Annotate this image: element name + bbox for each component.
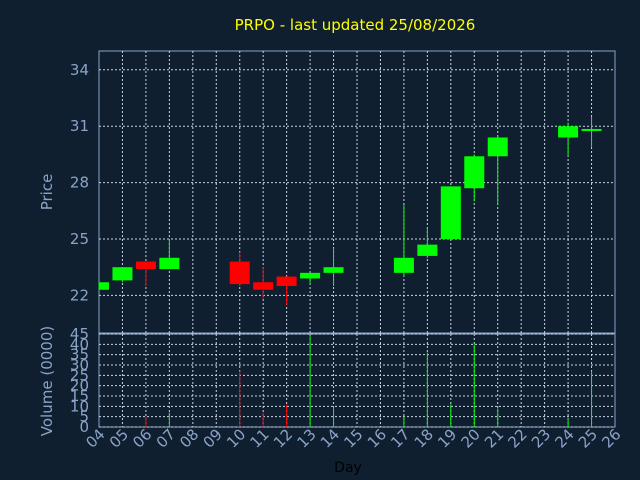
candle-body	[276, 276, 297, 286]
volume-y-tick-label: 45	[70, 325, 89, 343]
price-y-tick-label: 34	[70, 61, 89, 79]
volume-y-tick-label: 35	[70, 346, 89, 364]
candle-body	[323, 267, 344, 273]
price-y-tick-labels: 22 25 28 31 34	[70, 61, 89, 305]
volume-y-tick-label: 0	[79, 418, 89, 436]
x-axis-label: Day	[334, 460, 362, 476]
x-tick-label: 14	[317, 425, 343, 451]
volume-axis-label: Volume (0000)	[38, 326, 56, 436]
x-tick-label: 19	[434, 425, 460, 451]
x-tick-label: 08	[176, 425, 202, 451]
candle-body	[464, 156, 485, 189]
price-y-tick-label: 25	[70, 230, 89, 248]
candle-body	[300, 272, 321, 279]
candle-day-12	[276, 276, 297, 305]
candle-body	[393, 257, 414, 273]
candle-day-10	[229, 252, 250, 286]
price-y-tick-label: 31	[70, 117, 89, 135]
x-tick-label: 25	[575, 425, 601, 451]
candle-day-20	[464, 154, 485, 202]
volume-y-tick-label: 20	[70, 377, 89, 395]
volume-y-tick-label: 25	[70, 366, 89, 384]
volume-y-tick-label: 10	[70, 397, 89, 415]
candle-day-11	[253, 267, 274, 300]
x-tick-labels: 0405060708091011121314151617181920212223…	[82, 425, 624, 451]
candle-day-7	[159, 239, 180, 270]
volume-y-tick-label: 40	[70, 335, 89, 353]
candle-day-24	[558, 122, 579, 157]
chart-title: PRPO - last updated 25/08/2026	[235, 16, 476, 34]
price-grid	[99, 51, 615, 333]
candles	[98, 116, 602, 305]
x-tick-label: 18	[411, 425, 437, 451]
x-tick-label: 24	[551, 425, 577, 451]
x-tick-label: 11	[247, 425, 273, 451]
candle-day-14	[323, 248, 344, 286]
price-axis-label: Price	[38, 174, 56, 211]
price-y-tick-label: 28	[70, 174, 89, 192]
candle-day-6	[135, 261, 156, 286]
candle-body	[487, 137, 508, 157]
x-tick-label: 26	[598, 425, 624, 451]
candle-body	[229, 261, 250, 285]
volume-grid	[99, 333, 615, 428]
x-tick-label: 16	[364, 425, 390, 451]
candle-day-18	[417, 227, 438, 258]
volume-bars	[145, 336, 593, 427]
candle-body	[135, 261, 156, 270]
candle-body	[417, 244, 438, 256]
candle-day-13	[300, 272, 321, 285]
x-tick-label: 20	[458, 425, 484, 451]
x-tick-label: 22	[505, 425, 531, 451]
candle-body	[159, 257, 180, 270]
candle-day-19	[440, 186, 461, 239]
x-tick-label: 13	[293, 425, 319, 451]
candle-body	[112, 267, 133, 281]
candle-body	[253, 282, 274, 290]
volume-y-tick-label: 30	[70, 356, 89, 374]
candle-body	[99, 282, 109, 290]
x-tick-label: 09	[200, 425, 226, 451]
x-tick-label: 23	[528, 425, 554, 451]
x-tick-label: 06	[129, 425, 155, 451]
x-tick-label: 21	[481, 425, 507, 451]
candle-day-17	[393, 205, 414, 277]
volume-y-tick-label: 15	[70, 387, 89, 405]
x-tick-label: 10	[223, 425, 249, 451]
candle-day-5	[112, 267, 133, 283]
candle-body	[581, 128, 602, 131]
x-tick-label: 05	[106, 425, 132, 451]
x-tick-label: 12	[270, 425, 296, 451]
x-tick-label: 17	[387, 425, 413, 451]
price-y-tick-label: 22	[70, 286, 89, 304]
x-tick-label: 07	[153, 425, 179, 451]
candle-body	[558, 126, 579, 138]
candle-body	[440, 186, 461, 239]
x-tick-label: 15	[340, 425, 366, 451]
price-panel: 22 25 28 31 34 Price	[38, 50, 616, 334]
volume-y-tick-label: 5	[79, 408, 89, 426]
candle-day-4	[98, 282, 109, 290]
candle-day-21	[487, 135, 508, 206]
candle-day-25	[581, 116, 602, 147]
